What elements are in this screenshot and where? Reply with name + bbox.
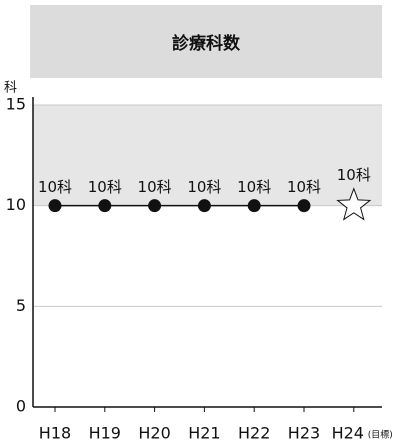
value-label: 10科 (337, 166, 371, 184)
x-tick-label: H18 (39, 424, 71, 443)
y-axis-label: 科 (4, 81, 17, 96)
value-label: 10科 (237, 178, 271, 196)
point (98, 199, 112, 213)
point (148, 199, 162, 213)
y-tick-label: 0 (16, 397, 26, 416)
x-tick-label: H19 (89, 424, 121, 443)
x-tick-label: H24 (332, 424, 364, 443)
point (297, 199, 311, 213)
value-label: 10科 (88, 178, 122, 196)
x-tick-label: H21 (188, 424, 220, 443)
x-tick-label: H22 (238, 424, 270, 443)
value-label: 10科 (187, 178, 221, 196)
shaded-band (33, 105, 382, 206)
title-box (30, 5, 382, 78)
chart-title: 診療科数 (172, 33, 241, 54)
target-note: (目標) (368, 429, 393, 441)
y-tick-label: 10 (6, 195, 26, 214)
value-label: 10科 (38, 178, 72, 196)
y-tick-label: 15 (6, 95, 26, 114)
point (247, 199, 261, 213)
x-tick-label: H23 (288, 424, 320, 443)
point (48, 199, 62, 213)
target-marker (336, 187, 372, 221)
value-label: 10科 (287, 178, 321, 196)
value-label: 10科 (138, 178, 172, 196)
point (197, 199, 211, 213)
y-tick-label: 5 (16, 296, 26, 315)
x-tick-label: H20 (138, 424, 170, 443)
